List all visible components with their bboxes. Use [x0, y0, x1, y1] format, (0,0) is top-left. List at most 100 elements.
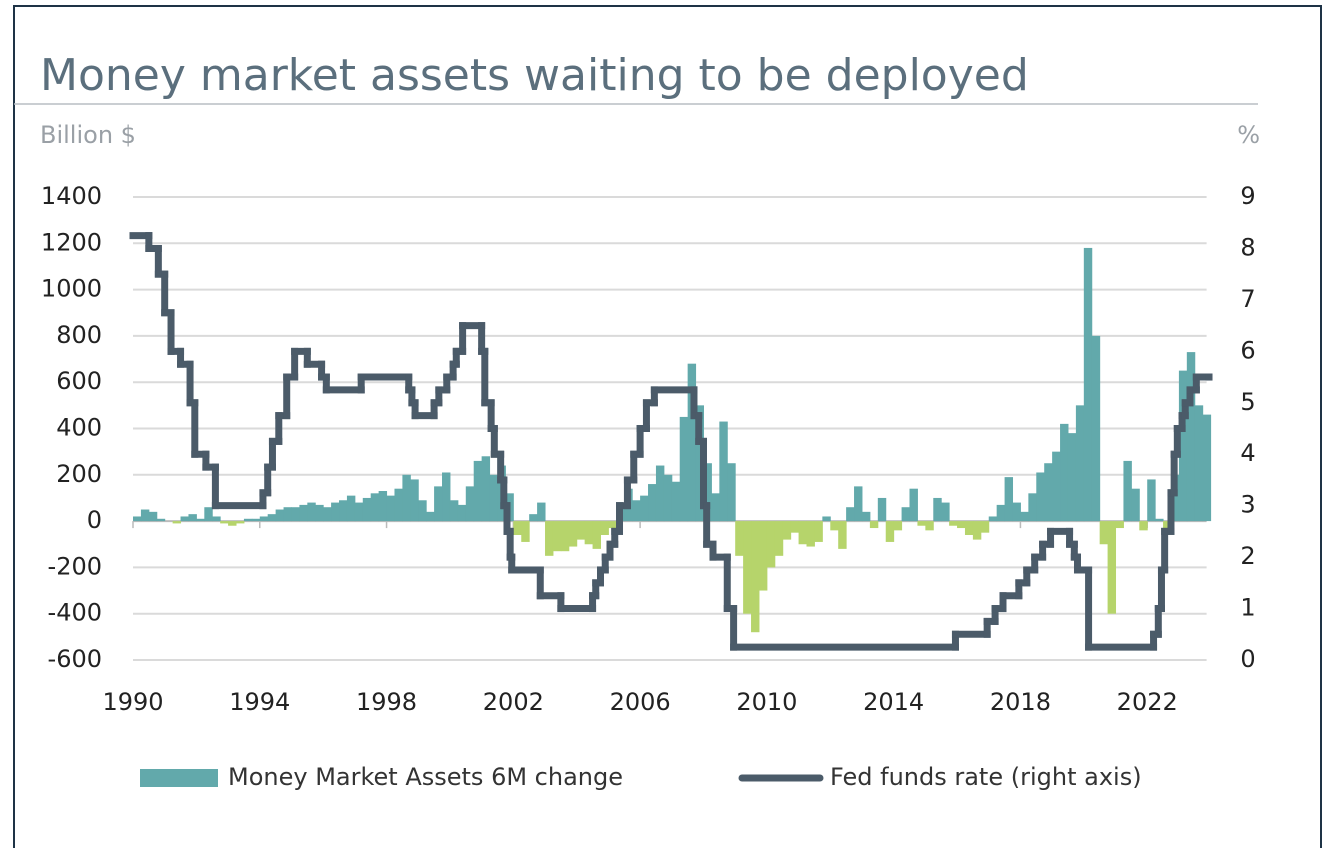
area-bar: [1163, 521, 1172, 533]
y-tick-label: 600: [56, 367, 102, 395]
area-bar: [941, 502, 950, 522]
y2-tick-label: 9: [1240, 182, 1255, 210]
area-bar: [1155, 518, 1164, 522]
area-bar: [925, 521, 934, 531]
y2-tick-label: 6: [1240, 336, 1255, 364]
area-bar: [830, 521, 839, 531]
chart-title: Money market assets waiting to be deploy…: [40, 50, 1029, 101]
y2-tick-label: 0: [1240, 645, 1255, 673]
legend-label: Money Market Assets 6M change: [228, 763, 623, 791]
area-bar: [798, 521, 807, 545]
area-bar: [988, 516, 998, 522]
area-bar: [885, 521, 895, 542]
area-bar: [1028, 493, 1037, 522]
area-bar: [346, 495, 356, 522]
area-bar: [996, 504, 1006, 522]
x-tick-label: 2006: [610, 688, 671, 716]
area-bar: [236, 521, 245, 524]
y2-tick-label: 2: [1240, 542, 1255, 570]
area-bar: [228, 521, 237, 526]
frame: [13, 5, 1322, 848]
area-bar: [259, 516, 269, 522]
y-tick-label: 400: [56, 414, 102, 442]
area-bar: [537, 502, 546, 522]
y2-tick-label: 3: [1240, 491, 1255, 519]
area-bar: [394, 488, 403, 522]
area-bar: [465, 486, 475, 522]
area-bar: [220, 521, 229, 524]
area-bar: [782, 521, 792, 540]
area-bar: [972, 521, 982, 540]
area-bar: [449, 500, 459, 522]
area-bar: [949, 521, 958, 526]
area-bar: [140, 509, 150, 522]
area-bar: [1115, 521, 1124, 529]
area-bar: [1139, 521, 1148, 531]
area-bar: [806, 521, 815, 547]
area-bar: [442, 472, 451, 522]
area-bar: [822, 516, 831, 522]
area-bar: [212, 516, 221, 522]
y-tick-label: -600: [48, 645, 102, 673]
area-bar: [1147, 479, 1156, 522]
area-bar: [410, 479, 419, 522]
y-tick-label: 800: [56, 321, 102, 349]
area-bar: [362, 497, 372, 522]
area-bar: [489, 474, 498, 522]
area-bar: [426, 511, 435, 522]
area-bar: [156, 518, 166, 522]
area-bar: [283, 507, 292, 522]
area-bar: [727, 463, 736, 522]
area-bar: [663, 474, 673, 522]
area-bar: [148, 511, 158, 522]
area-bar: [267, 514, 277, 522]
area-bar: [568, 521, 578, 547]
y2-tick-label: 5: [1240, 388, 1255, 416]
area-bar: [315, 504, 324, 522]
area-bar: [1178, 370, 1188, 522]
area-bar: [814, 521, 823, 542]
area-bar: [861, 511, 871, 522]
area-bar: [481, 456, 491, 522]
area-bar: [766, 521, 776, 568]
area-bar: [307, 502, 316, 522]
area-bar: [964, 521, 974, 535]
area-bar: [632, 500, 641, 522]
area-bar: [679, 416, 689, 522]
area-bar: [1036, 472, 1045, 522]
area-bar: [1131, 488, 1140, 522]
area-bar: [1091, 335, 1101, 522]
y-tick-label: 1000: [41, 275, 102, 303]
area-bar: [1186, 352, 1196, 522]
area-bar: [640, 495, 649, 522]
area-bar: [869, 521, 879, 529]
area-bar: [188, 514, 197, 522]
area-bar: [1075, 405, 1085, 522]
area-bar: [560, 521, 570, 552]
y2-tick-label: 8: [1240, 233, 1255, 261]
area-bar: [655, 465, 665, 522]
area-bar: [743, 521, 752, 614]
area-bar: [370, 493, 380, 522]
y-tick-label: -400: [48, 599, 102, 627]
y2-tick-label: 7: [1240, 285, 1255, 313]
y-tick-label: -200: [48, 552, 102, 580]
area-bar: [1067, 433, 1077, 522]
area-bar: [648, 484, 657, 522]
area-bar: [838, 521, 847, 549]
x-tick-label: 1994: [229, 688, 290, 716]
area-bar: [600, 521, 609, 535]
area-bar: [323, 507, 332, 522]
area-bar: [529, 514, 538, 522]
area-bar: [703, 463, 712, 522]
area-bar: [251, 518, 261, 522]
area-bar: [133, 516, 142, 522]
area-bar: [1004, 477, 1014, 522]
area-bar: [196, 518, 205, 522]
area-bar: [552, 521, 562, 552]
y-tick-label: 1200: [41, 228, 102, 256]
y2-axis-label: %: [1237, 121, 1260, 149]
area-bar: [980, 521, 990, 533]
